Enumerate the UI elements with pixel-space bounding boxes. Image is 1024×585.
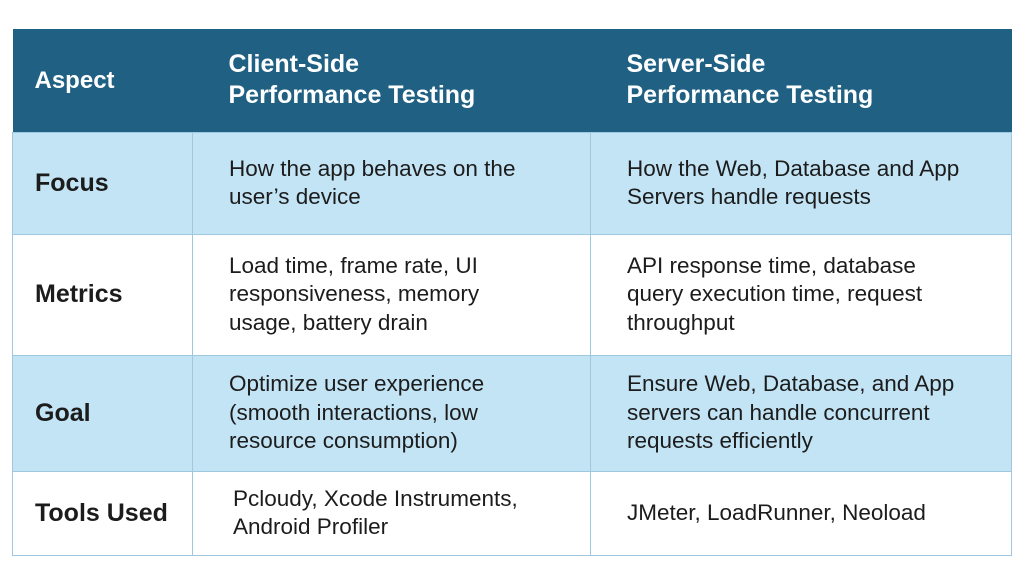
table-row: Tools Used Pcloudy, Xcode Instruments, A…: [12, 470, 1012, 556]
server-side-cell: API response time, database query execut…: [590, 233, 1012, 356]
aspect-cell: Focus: [12, 131, 193, 235]
server-side-cell: Ensure Web, Database, and App servers ca…: [590, 354, 1012, 472]
client-side-cell: Load time, frame rate, UI responsiveness…: [192, 233, 591, 356]
aspect-cell: Tools Used: [12, 470, 193, 556]
header-aspect: Aspect: [34, 66, 115, 94]
server-side-text: Ensure Web, Database, and App servers ca…: [627, 371, 955, 454]
table-row: Metrics Load time, frame rate, UI respon…: [12, 233, 1012, 356]
comparison-table-wrapper: Aspect Client-Side Performance Testing S…: [12, 29, 1012, 556]
aspect-cell: Metrics: [12, 233, 193, 356]
client-side-text: How the app behaves on the user’s device: [229, 155, 516, 210]
client-side-cell: Pcloudy, Xcode Instruments, Android Prof…: [192, 470, 591, 556]
header-client-side: Client-Side Performance Testing: [193, 29, 591, 132]
aspect-cell: Goal: [12, 354, 193, 472]
table-body: Focus How the app behaves on the user’s …: [12, 131, 1012, 556]
table-row: Goal Optimize user experience (smooth in…: [12, 354, 1012, 472]
client-side-text: Pcloudy, Xcode Instruments, Android Prof…: [233, 485, 518, 540]
header-server-side-line2: Performance Testing: [626, 81, 874, 110]
comparison-table: Aspect Client-Side Performance Testing S…: [12, 29, 1012, 556]
header-server-side: Server-Side Performance Testing: [591, 29, 1012, 132]
table-row: Focus How the app behaves on the user’s …: [12, 131, 1012, 235]
header-client-side-line2: Performance Testing: [228, 81, 476, 110]
client-side-text: Optimize user experience (smooth interac…: [229, 371, 485, 454]
client-side-cell: Optimize user experience (smooth interac…: [192, 354, 591, 472]
client-side-cell: How the app behaves on the user’s device: [192, 131, 591, 235]
server-side-cell: How the Web, Database and App Servers ha…: [590, 131, 1012, 235]
table-header: Aspect Client-Side Performance Testing S…: [12, 29, 1012, 132]
server-side-text: How the Web, Database and App Servers ha…: [627, 155, 960, 210]
client-side-text: Load time, frame rate, UI responsiveness…: [229, 252, 480, 335]
header-row: Aspect Client-Side Performance Testing S…: [12, 29, 1012, 132]
server-side-cell: JMeter, LoadRunner, Neoload: [590, 470, 1012, 556]
server-side-text: API response time, database query execut…: [627, 252, 923, 335]
server-side-text: JMeter, LoadRunner, Neoload: [627, 499, 926, 525]
header-client-side-line1: Client-Side: [228, 50, 360, 79]
header-server-side-line1: Server-Side: [626, 50, 766, 79]
